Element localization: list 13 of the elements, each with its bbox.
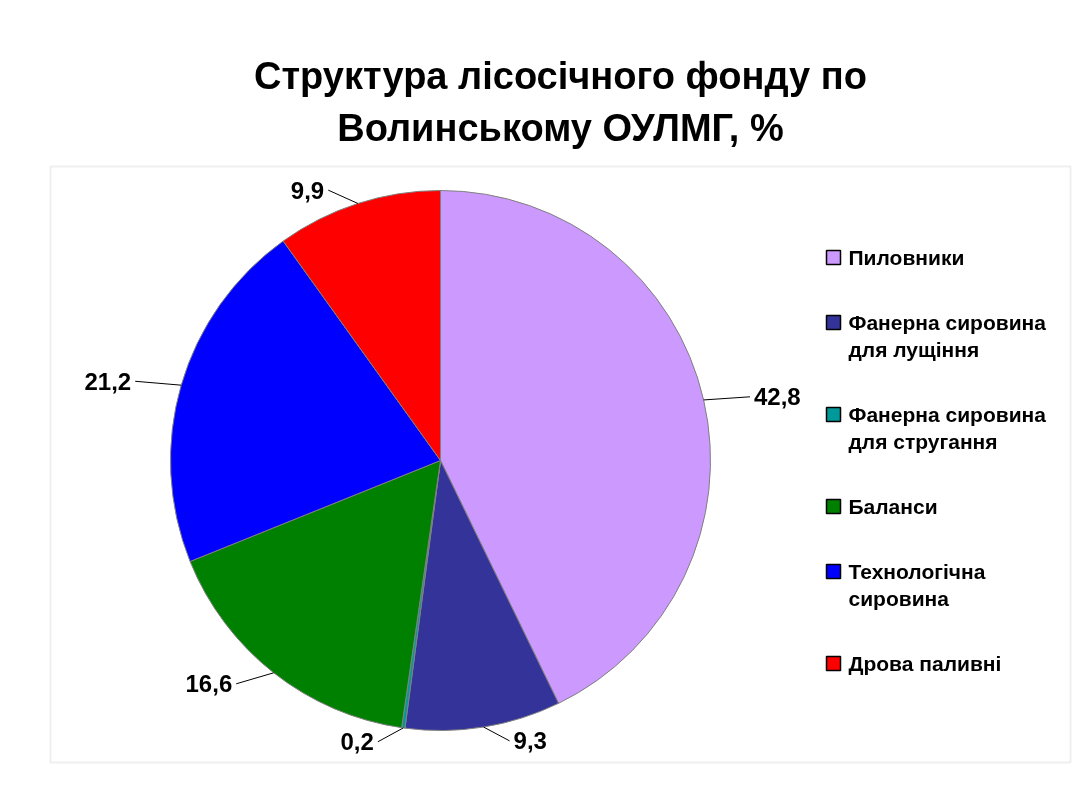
data-label: 16,6 (185, 670, 233, 698)
legend-label: Пиловники (848, 246, 965, 269)
legend-label: Баланси (848, 495, 938, 518)
chart-title: Структура лісосічного фонду по Волинському ОУЛМГ, % (254, 54, 867, 149)
data-label: 9,9 (290, 176, 325, 204)
data-label: 9,3 (513, 727, 547, 755)
data-label: 21,2 (84, 367, 132, 395)
legend-label: Фанерна сировина для лущіння (848, 311, 1047, 361)
data-label: 42,8 (753, 383, 801, 411)
legend-label: Фанерна сировина для стругання (848, 403, 1047, 453)
data-label: 0,2 (340, 728, 374, 756)
legend-label: Дрова паливні (848, 652, 1002, 675)
legend-label: Технологічна сировина (848, 560, 986, 610)
